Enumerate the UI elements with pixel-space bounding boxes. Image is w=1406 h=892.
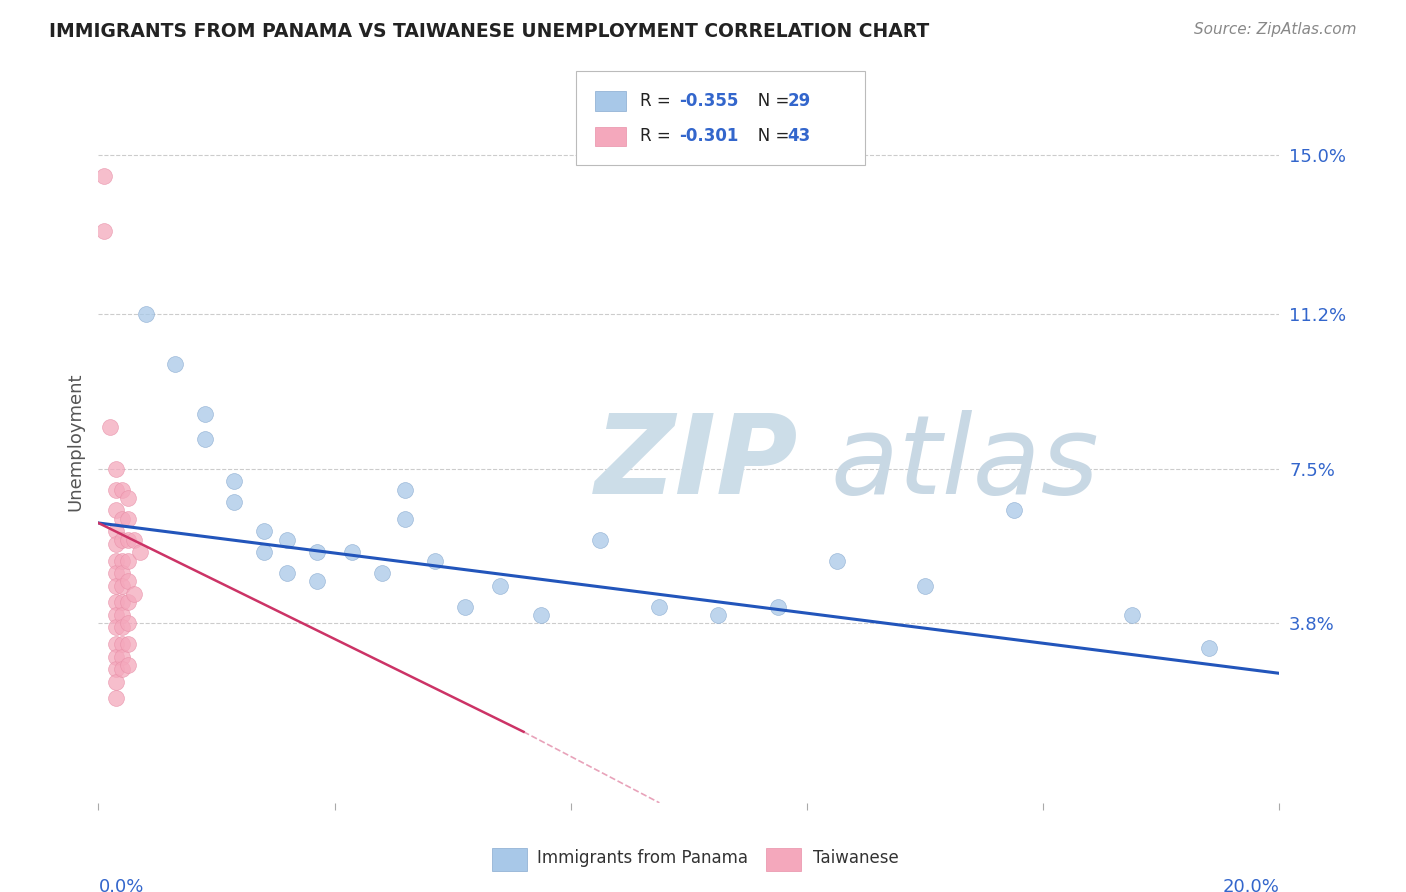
Point (105, 566, 128, 580)
Point (93, 224, 115, 238)
Point (305, 574, 328, 589)
Point (194, 433, 217, 447)
Point (1002, 503, 1025, 517)
Point (165, 357, 187, 371)
Point (111, 662, 134, 676)
Text: Source: ZipAtlas.com: Source: ZipAtlas.com (1194, 22, 1357, 37)
Point (93, 169, 115, 184)
Text: IMMIGRANTS FROM PANAMA VS TAIWANESE UNEMPLOYMENT CORRELATION CHART: IMMIGRANTS FROM PANAMA VS TAIWANESE UNEM… (49, 22, 929, 41)
Point (111, 637, 134, 651)
Text: R =: R = (640, 92, 676, 110)
Point (111, 483, 134, 497)
Text: R =: R = (640, 128, 676, 145)
Point (105, 483, 128, 497)
Point (105, 662, 128, 676)
Point (707, 607, 730, 622)
Point (105, 524, 128, 539)
Y-axis label: Unemployment: Unemployment (66, 372, 84, 511)
Point (489, 579, 512, 593)
Point (135, 307, 157, 321)
Text: ZIP: ZIP (595, 409, 799, 516)
Point (128, 545, 150, 559)
Text: 20.0%: 20.0% (1223, 878, 1279, 892)
Text: 0.0%: 0.0% (98, 878, 143, 892)
Point (453, 599, 475, 614)
Point (825, 553, 848, 567)
Point (253, 524, 276, 539)
Point (105, 691, 128, 706)
Point (111, 566, 134, 580)
Point (117, 533, 139, 547)
Point (1198, 641, 1220, 656)
Point (766, 599, 789, 614)
Text: N =: N = (742, 128, 794, 145)
Text: Immigrants from Panama: Immigrants from Panama (537, 849, 748, 867)
Text: 43: 43 (787, 128, 811, 145)
Point (105, 461, 128, 475)
Point (530, 607, 553, 622)
Point (253, 545, 276, 559)
Text: -0.355: -0.355 (679, 92, 738, 110)
Point (224, 474, 246, 488)
Point (117, 595, 139, 609)
Point (394, 512, 416, 526)
Point (117, 616, 139, 631)
Point (111, 649, 134, 664)
Point (111, 607, 134, 622)
Point (105, 537, 128, 551)
Point (111, 533, 134, 547)
Point (117, 512, 139, 526)
Point (105, 607, 128, 622)
Point (305, 545, 328, 559)
Point (111, 595, 134, 609)
Point (111, 553, 134, 567)
Text: atlas: atlas (831, 409, 1099, 516)
Point (111, 512, 134, 526)
Point (276, 533, 298, 547)
Point (423, 553, 446, 567)
Point (111, 620, 134, 634)
Point (105, 674, 128, 689)
Point (342, 545, 364, 559)
Point (276, 566, 298, 580)
Point (117, 637, 139, 651)
Point (105, 595, 128, 609)
Point (98, 420, 121, 434)
Point (117, 491, 139, 505)
Point (914, 579, 936, 593)
Text: 29: 29 (787, 92, 811, 110)
Point (194, 408, 217, 422)
Point (122, 587, 145, 601)
Point (394, 483, 416, 497)
Point (105, 579, 128, 593)
Point (117, 657, 139, 672)
Point (589, 533, 612, 547)
Point (105, 637, 128, 651)
Point (648, 599, 671, 614)
Text: -0.301: -0.301 (679, 128, 738, 145)
Point (111, 579, 134, 593)
Point (371, 566, 394, 580)
Text: Taiwanese: Taiwanese (813, 849, 898, 867)
Point (105, 620, 128, 634)
Point (105, 553, 128, 567)
Point (122, 533, 145, 547)
Text: N =: N = (742, 92, 794, 110)
Point (105, 649, 128, 664)
Point (105, 503, 128, 517)
Point (117, 553, 139, 567)
Point (224, 495, 246, 509)
Point (117, 574, 139, 589)
Point (1121, 607, 1143, 622)
